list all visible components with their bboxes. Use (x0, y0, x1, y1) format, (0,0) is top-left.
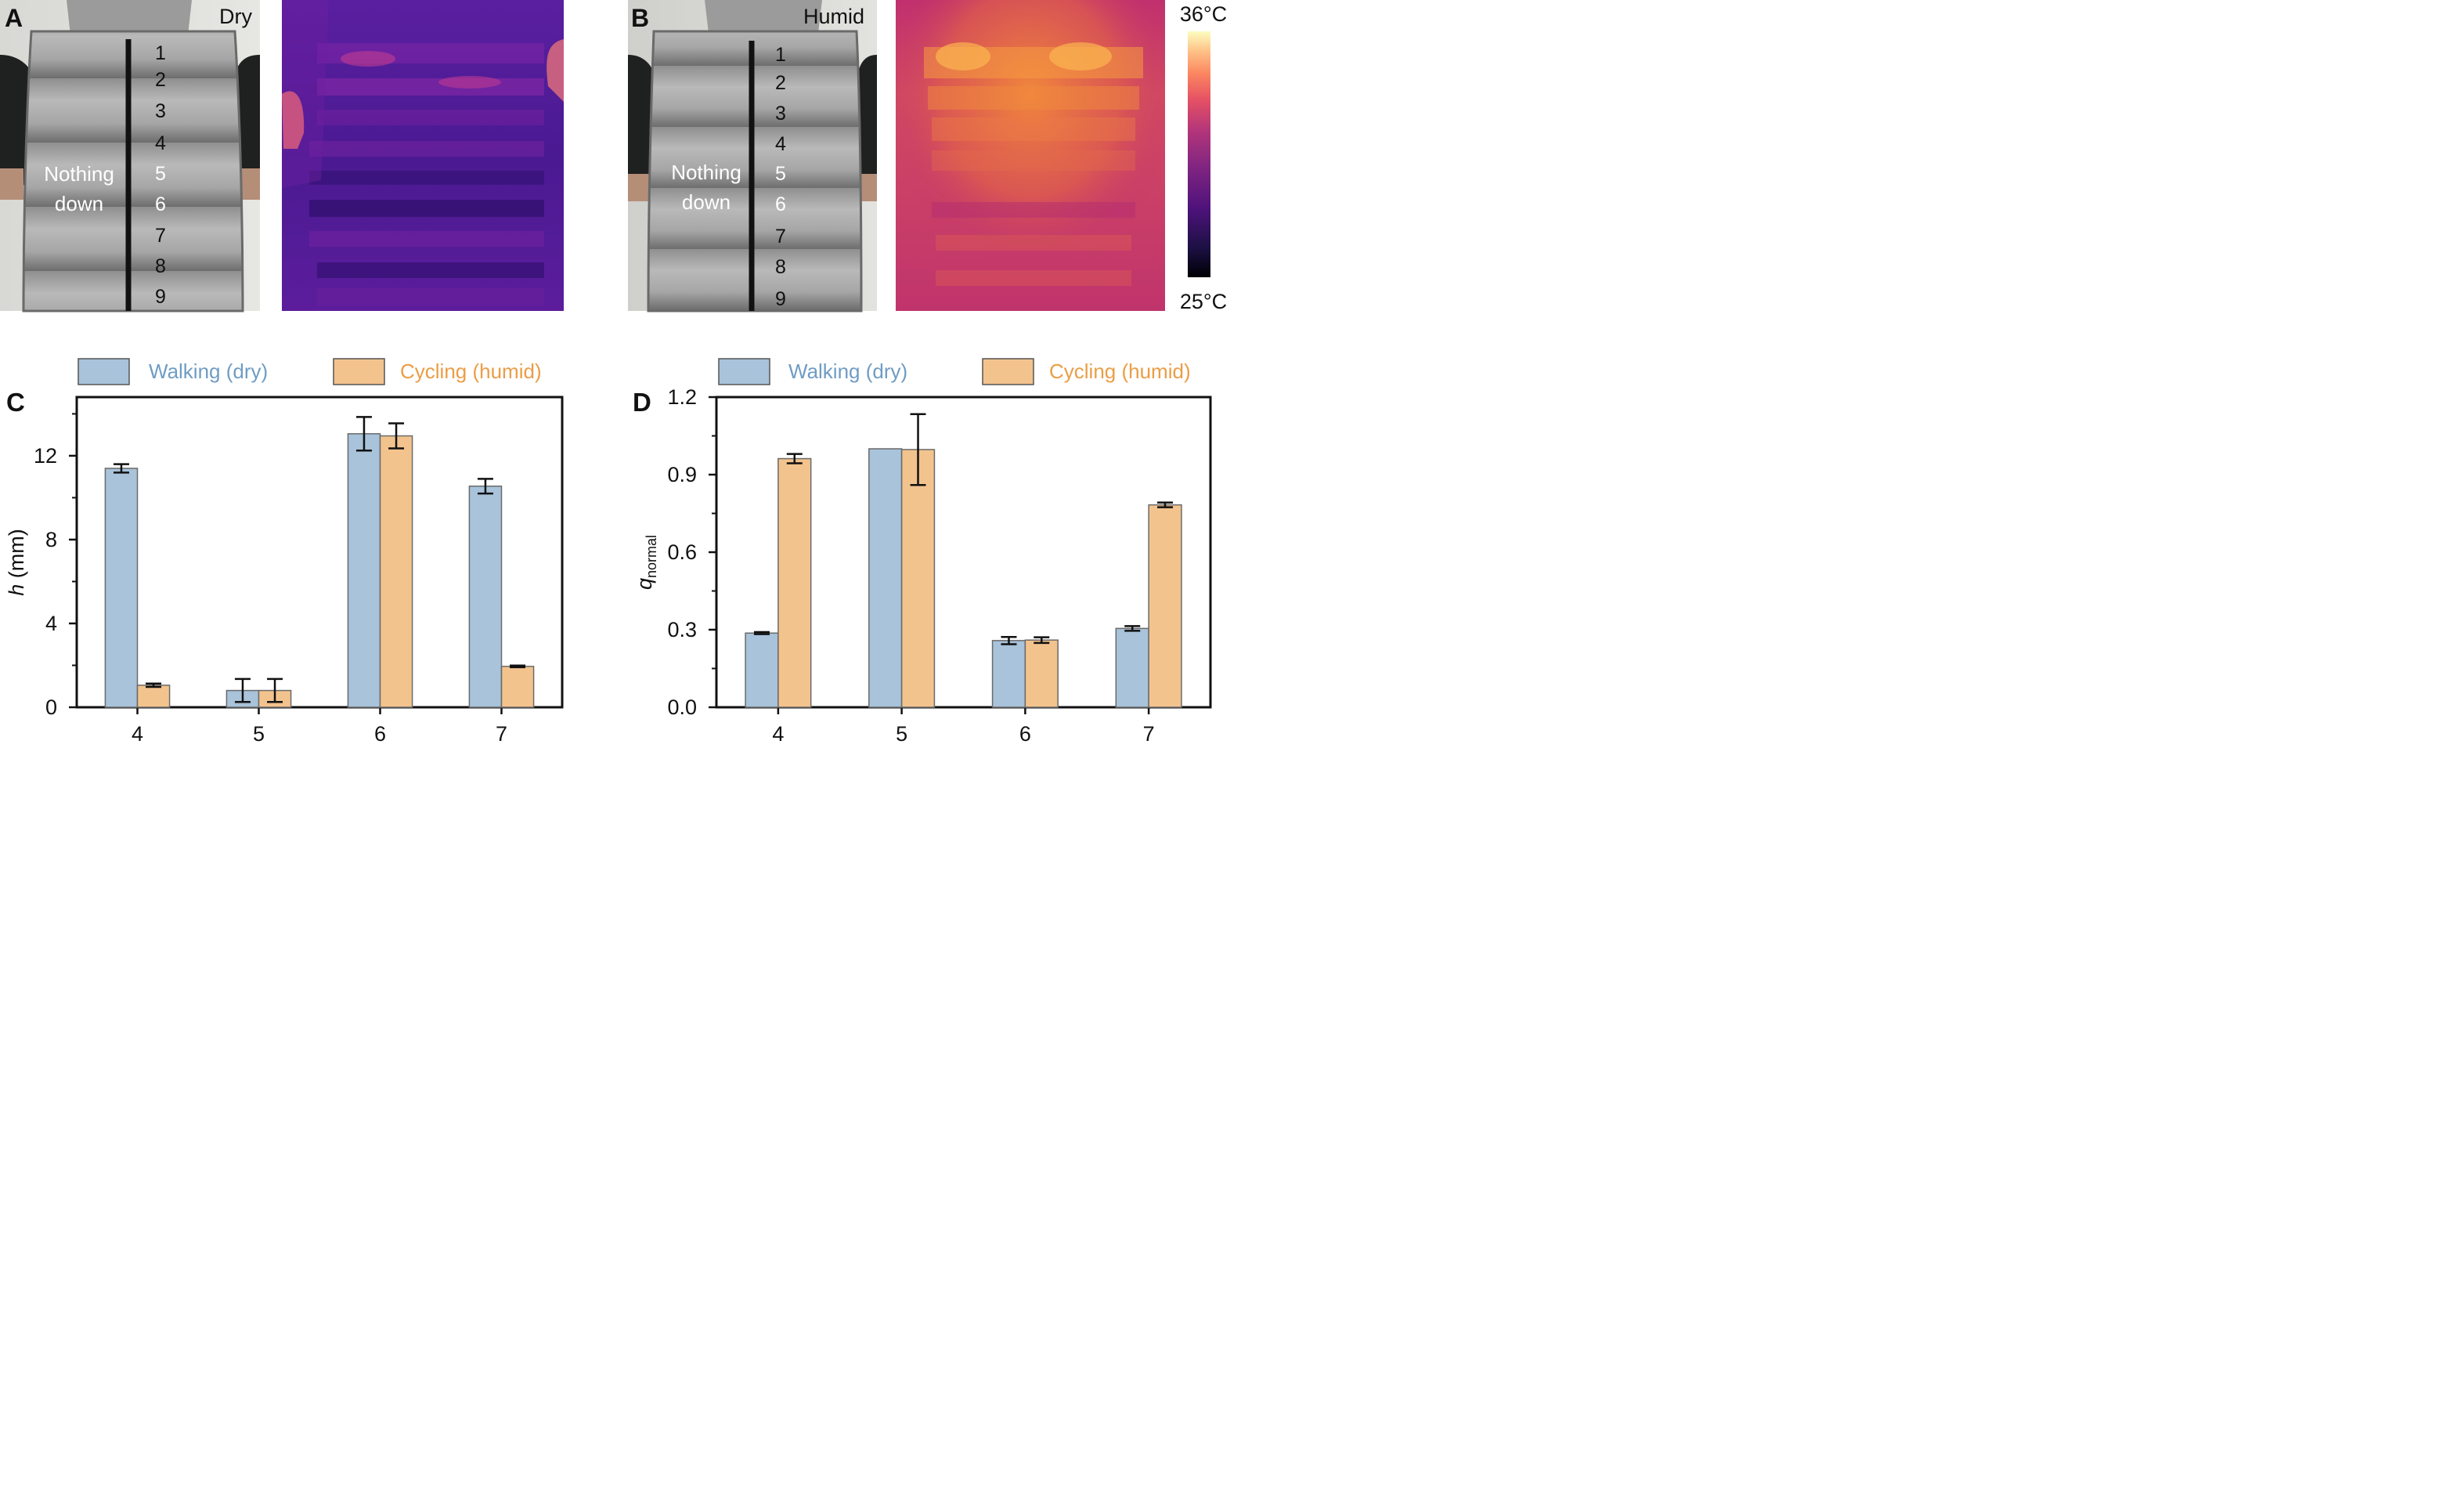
panel-b-chamber-2: 2 (775, 72, 786, 94)
panel-b-chamber-4: 4 (775, 133, 786, 155)
panel-a-note-line2: down (55, 192, 103, 215)
panel-a-chamber-1: 1 (155, 42, 166, 64)
panel-c-ylabel-var: h (5, 584, 28, 596)
panel-a-chamber-numbers: 1 2 3 4 5 6 7 8 9 (155, 42, 166, 308)
panel-d-bar-walking (1115, 627, 1149, 708)
panel-b-condition: Humid (803, 5, 864, 28)
panel-d-ytick-label: 0.9 (667, 463, 697, 486)
panel-a-chamber-8: 8 (155, 255, 166, 277)
panel-a-chamber-7: 7 (155, 225, 166, 247)
panel-b-chamber-9: 9 (775, 288, 786, 310)
panel-b-chamber-numbers: 1 2 3 4 5 6 7 8 9 (775, 44, 786, 310)
panel-c-bar-walking (347, 433, 381, 708)
panel-a-chamber-4: 4 (155, 132, 166, 154)
panel-d-bar-cycling (1148, 504, 1182, 708)
panel-b-note-line1: Nothing (671, 161, 741, 184)
panel-b-chamber-1: 1 (775, 44, 786, 66)
panel-d-xtick-label: 4 (772, 722, 784, 746)
panel-c-xtick-label: 7 (496, 722, 507, 746)
panel-d-letter: D (633, 388, 651, 417)
panel-a-thermal-image (282, 0, 564, 311)
panel-d-ylabel-var: q (633, 578, 656, 590)
panel-c-ytick-label: 8 (45, 528, 57, 551)
panel-c-bar-cycling (379, 435, 413, 708)
panel-d-ylabel-sub: normal (644, 535, 659, 578)
colorbar-max-label: 36°C (1180, 2, 1227, 26)
panel-a-chamber-5: 5 (155, 163, 166, 185)
panel-d-ytick-label: 0.0 (667, 696, 697, 719)
panel-a-chamber-6: 6 (155, 193, 166, 215)
panel-a-note-line1: Nothing (44, 162, 114, 186)
panel-c-bar-walking (468, 485, 503, 708)
panel-b: 1 2 3 4 5 6 7 8 9 Nothing down B Humid (628, 0, 1227, 313)
legend-cycling-label: Cycling (humid) (1049, 360, 1191, 383)
panel-a: 1 2 3 4 5 6 7 8 9 Nothing down A Dry (0, 0, 564, 313)
panel-a-chamber-9: 9 (155, 286, 166, 308)
panel-d-ytick-label: 0.3 (667, 618, 697, 641)
panel-c-chart: C Walking (dry) Cycling (humid) 0 4 8 12 4 5 6… (5, 358, 564, 746)
panel-d-chart: D Walking (dry) Cycling (humid) 0.00.30.… (633, 358, 1212, 746)
panel-d-plot-area: 0.0 0.3 0.6 0.9 1.2 4 5 6 7 (667, 385, 1212, 746)
panel-c-ytick-label: 4 (45, 612, 57, 635)
legend-cycling-swatch (982, 358, 1034, 385)
panel-b-letter: B (631, 4, 649, 32)
panel-b-chamber-5: 5 (775, 163, 786, 185)
panel-c-legend: Walking (dry) Cycling (humid) (78, 358, 542, 385)
legend-walking-swatch (718, 358, 770, 385)
panel-d-bar-walking (868, 448, 903, 708)
panel-c-ytick-label: 0 (45, 696, 57, 719)
panel-a-condition: Dry (219, 5, 252, 28)
panel-c-bar-walking (104, 468, 139, 708)
panel-d-xtick-label: 6 (1019, 722, 1031, 746)
panel-c-letter: C (6, 388, 25, 417)
panel-b-chamber-3: 3 (775, 103, 786, 125)
panel-d-bar-walking (991, 640, 1026, 708)
panel-c-ylabel-unit: (mm) (5, 529, 28, 584)
panel-c-bar-cycling (500, 666, 535, 708)
panel-c-xtick-label: 6 (374, 722, 386, 746)
panel-b-chamber-8: 8 (775, 256, 786, 278)
panel-d-bar-cycling (777, 457, 812, 708)
panel-b-thermal-image (896, 0, 1165, 311)
panel-c-plot-area: 0 4 8 12 4 5 6 7 (34, 396, 564, 746)
panel-d-ytick-label: 1.2 (667, 385, 697, 409)
panel-c-xtick-label: 5 (253, 722, 265, 746)
panel-c-bar-cycling (136, 685, 171, 708)
panel-a-chamber-3: 3 (155, 100, 166, 122)
panel-d-bar-walking (745, 632, 779, 708)
panel-d-xtick-label: 7 (1143, 722, 1155, 746)
panel-b-chamber-7: 7 (775, 226, 786, 248)
panel-c-xtick-label: 4 (132, 722, 143, 746)
legend-walking-label: Walking (dry) (788, 360, 907, 383)
panel-d-ytick-label: 0.6 (667, 540, 697, 564)
panel-d-legend: Walking (dry) Cycling (humid) (718, 358, 1191, 385)
panel-d-bar-cycling (900, 449, 936, 708)
panel-c-plot-frame (75, 396, 564, 709)
legend-cycling-swatch (333, 358, 385, 385)
panel-b-note-line2: down (682, 190, 731, 214)
panel-d-bar-cycling (1024, 639, 1059, 708)
panel-c-ylabel: h (mm) (5, 529, 28, 596)
panel-a-chamber-2: 2 (155, 69, 166, 91)
colorbar-min-label: 25°C (1180, 290, 1227, 313)
panel-c-ytick-label: 12 (34, 444, 57, 468)
legend-walking-swatch (78, 358, 130, 385)
panel-a-letter: A (5, 4, 23, 32)
colorbar (1188, 31, 1210, 277)
panel-b-chamber-6: 6 (775, 193, 786, 215)
panel-d-ylabel: qnormal (633, 535, 659, 590)
legend-walking-label: Walking (dry) (149, 360, 268, 383)
panel-d-xtick-label: 5 (896, 722, 907, 746)
legend-cycling-label: Cycling (humid) (400, 360, 542, 383)
